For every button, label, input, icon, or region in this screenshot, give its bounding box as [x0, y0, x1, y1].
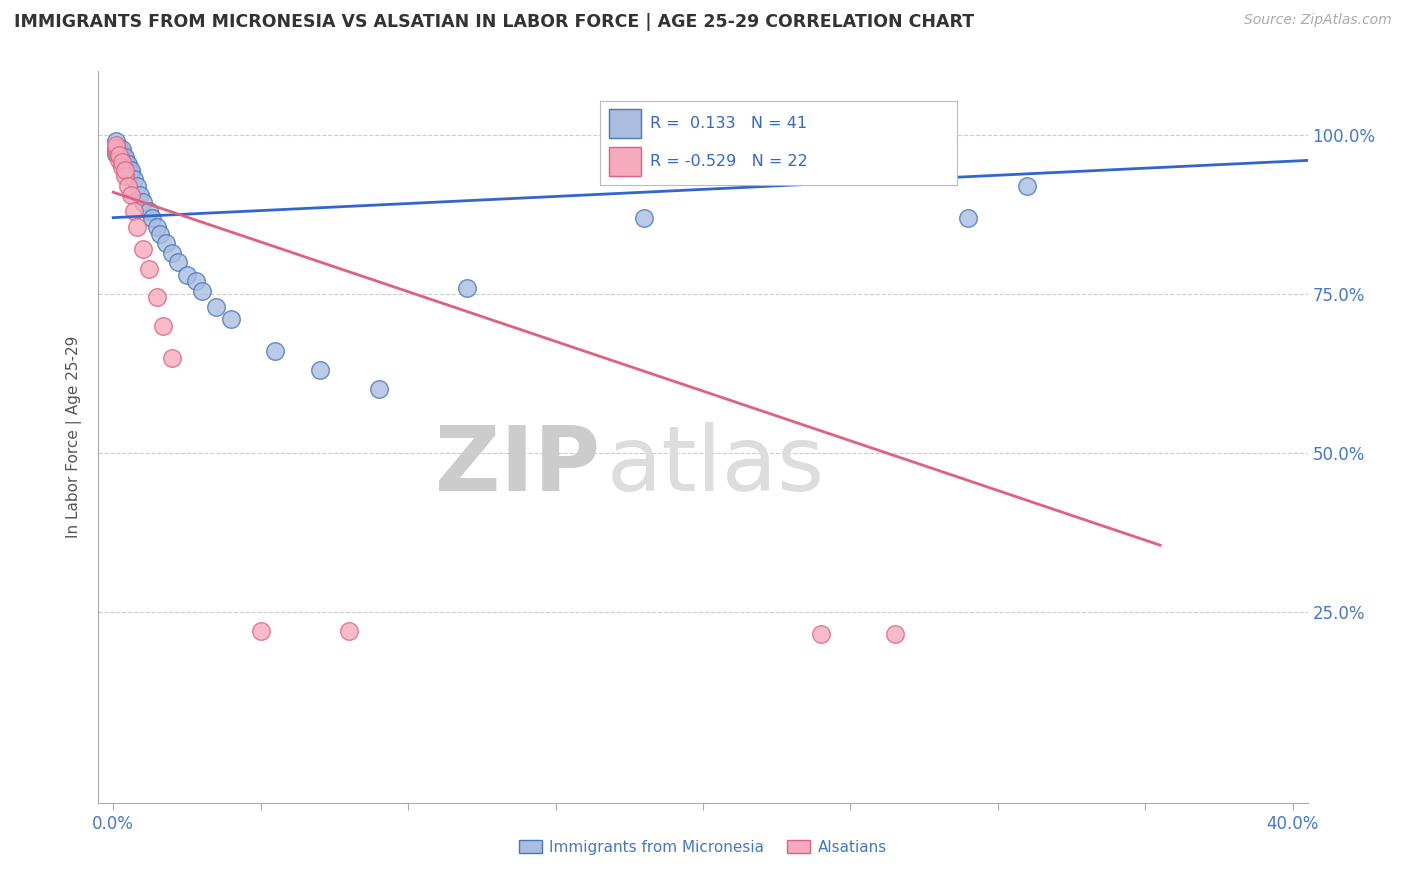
Point — [155, 236, 177, 251]
Point — [111, 153, 134, 168]
Point — [105, 141, 128, 155]
Point — [264, 344, 287, 359]
Point — [810, 627, 832, 641]
Point — [146, 220, 169, 235]
Point — [111, 145, 134, 160]
Point — [122, 172, 145, 186]
Point — [249, 624, 271, 638]
Point — [111, 150, 134, 164]
Point — [105, 144, 128, 158]
Text: IMMIGRANTS FROM MICRONESIA VS ALSATIAN IN LABOR FORCE | AGE 25-29 CORRELATION CH: IMMIGRANTS FROM MICRONESIA VS ALSATIAN I… — [14, 13, 974, 31]
Point — [114, 156, 136, 170]
Text: ZIP: ZIP — [434, 422, 600, 510]
Point — [105, 141, 128, 155]
Point — [111, 142, 134, 156]
Point — [190, 284, 212, 298]
Point — [111, 154, 134, 169]
Point — [114, 163, 136, 178]
Point — [120, 166, 142, 180]
Point — [114, 150, 136, 164]
Point — [138, 204, 160, 219]
Point — [337, 624, 360, 638]
Point — [160, 245, 183, 260]
Legend: Immigrants from Micronesia, Alsatians: Immigrants from Micronesia, Alsatians — [513, 834, 893, 861]
Point — [105, 137, 128, 152]
Point — [367, 383, 389, 397]
Point — [108, 147, 131, 161]
Point — [138, 261, 160, 276]
Point — [131, 243, 153, 257]
Point — [108, 148, 131, 162]
Point — [120, 163, 142, 178]
Point — [105, 147, 128, 161]
Point — [160, 351, 183, 365]
Point — [105, 134, 128, 148]
Point — [149, 227, 172, 241]
Point — [117, 156, 139, 170]
Point — [146, 290, 169, 304]
Y-axis label: In Labor Force | Age 25-29: In Labor Force | Age 25-29 — [66, 336, 83, 538]
Point — [125, 178, 148, 193]
Point — [456, 280, 478, 294]
Point — [114, 153, 136, 168]
Point — [114, 169, 136, 184]
Point — [122, 204, 145, 219]
Point — [117, 178, 139, 193]
Point — [108, 153, 131, 168]
Point — [205, 300, 228, 314]
Point — [957, 211, 980, 225]
Point — [167, 255, 190, 269]
Point — [111, 160, 134, 174]
Point — [111, 148, 134, 162]
Point — [125, 220, 148, 235]
Point — [633, 211, 655, 225]
Point — [108, 144, 131, 158]
Point — [883, 627, 905, 641]
Point — [184, 274, 207, 288]
Text: atlas: atlas — [606, 422, 824, 510]
Point — [120, 188, 142, 202]
Point — [108, 141, 131, 155]
Point — [131, 194, 153, 209]
Text: Source: ZipAtlas.com: Source: ZipAtlas.com — [1244, 13, 1392, 28]
Point — [117, 160, 139, 174]
Point — [128, 188, 150, 202]
Point — [1017, 178, 1039, 193]
Point — [141, 211, 163, 225]
Point — [308, 363, 330, 377]
Point — [152, 318, 174, 333]
Point — [219, 312, 242, 326]
Point — [176, 268, 198, 282]
